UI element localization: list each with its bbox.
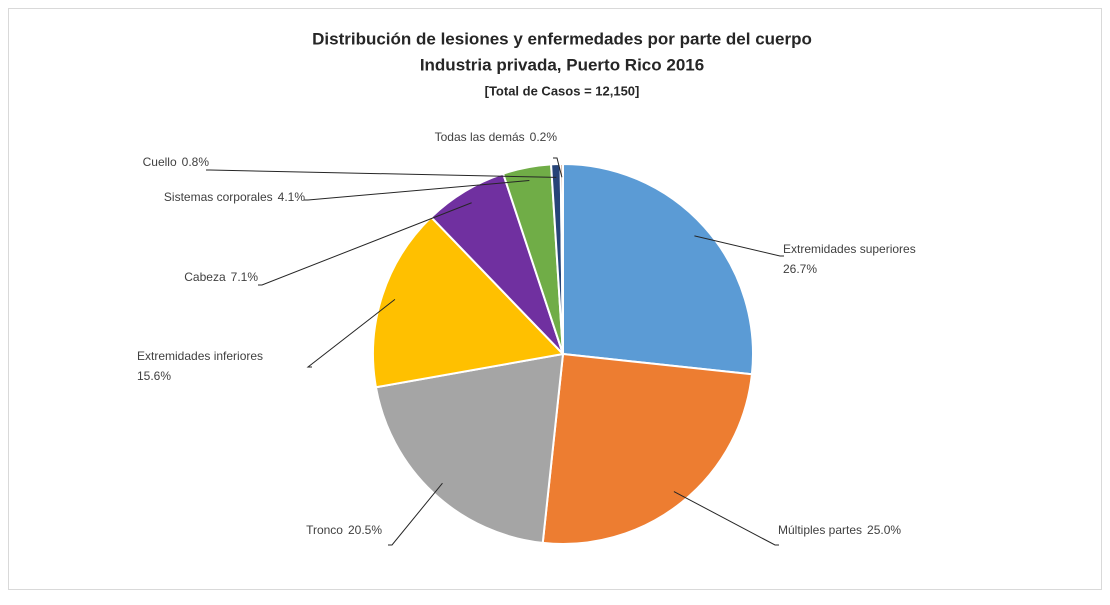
pie-slice [559,162,564,355]
pie-slice [374,352,565,545]
slice-value-label: 26.7% [783,262,817,276]
chart-annotation: [Total de Casos = 12,150] [485,83,640,98]
leader-line [388,482,443,546]
slice-label: Extremidades superiores [783,242,916,256]
slice-value-label: 20.5% [348,523,382,537]
slice-value-label: 0.2% [530,130,558,144]
slice-label-group: Tronco 20.5% [306,523,382,537]
slice-label: Extremidades inferiores [137,349,263,363]
slice-label-group: Cuello 0.8% [143,155,210,169]
slice-label: Tronco [306,523,343,537]
slice-value-label: 4.1% [278,190,306,204]
leader-line [306,299,396,368]
slice-label: Cuello [143,155,177,169]
chart-title: Distribución de lesiones y enfermedades … [312,29,812,48]
leader-line [304,180,530,201]
slice-label: Múltiples partes [778,523,862,537]
slice-label-group: Múltiples partes 25.0% [778,523,901,537]
leader-line [673,491,779,546]
slice-label-group: Sistemas corporales 4.1% [164,190,305,204]
leader-line [258,202,472,286]
slice-label-group: Todas las demás 0.2% [435,130,558,144]
slice-label: Cabeza [184,270,226,284]
chart-subtitle: Industria privada, Puerto Rico 2016 [420,55,704,74]
slice-value-label: 25.0% [867,523,901,537]
pie-slice [562,162,754,376]
leader-line [694,235,784,257]
leader-line [553,157,563,178]
slice-label: Todas las demás [435,130,525,144]
slice-value-label: 15.6% [137,369,171,383]
pie-slice [541,352,754,545]
leader-line [206,169,557,178]
slice-label: Sistemas corporales [164,190,273,204]
slice-value-label: 0.8% [182,155,210,169]
pie-slice [372,215,566,389]
slice-label-group: Cabeza 7.1% [184,270,258,284]
slice-value-label: 7.1% [231,270,259,284]
